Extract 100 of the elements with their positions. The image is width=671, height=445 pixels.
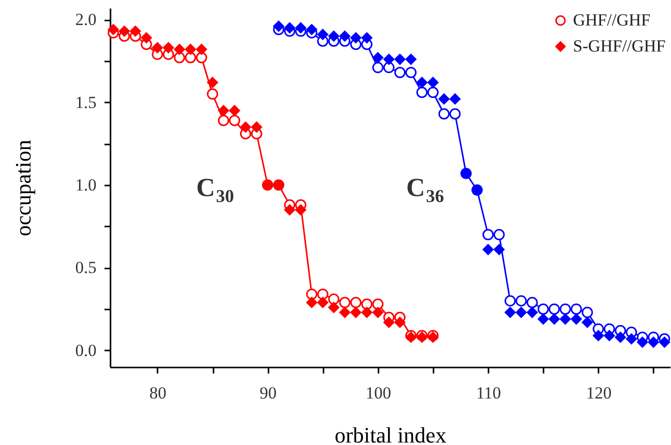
point [207,76,218,88]
point [449,108,461,120]
point [482,244,494,256]
point [548,303,560,315]
point [339,306,350,318]
y-tick-label: 0.0 [75,340,96,360]
point [372,306,384,318]
point [184,44,196,55]
point [614,332,626,343]
point [648,336,659,348]
point [295,22,306,34]
point [416,76,428,88]
point [438,94,450,104]
point [306,296,318,308]
point [372,52,384,64]
point [361,306,372,318]
point [526,296,538,308]
point [516,306,527,318]
point [306,24,318,35]
point [218,114,230,126]
point [405,54,416,65]
point [184,52,196,64]
point [295,204,306,216]
x-axis-title: orbital index [334,422,446,445]
y-tick-label: 1.5 [75,92,96,112]
point [560,314,571,325]
point [394,66,406,78]
y-tick-label: 2.0 [75,10,96,30]
point [317,28,328,40]
x-tick-label: 120 [586,384,612,402]
point [636,336,648,348]
point [394,316,406,328]
point [218,105,230,116]
point [108,24,119,35]
point [328,294,340,305]
point [658,336,670,348]
point [228,114,240,126]
point [438,108,450,120]
point [383,54,394,65]
point [592,330,604,342]
point [504,306,516,318]
point [174,52,186,64]
point [361,298,372,310]
point [538,303,549,315]
point [130,26,141,37]
y-axis-title: occupation [10,140,36,236]
point [317,296,328,308]
point [328,30,340,42]
point [604,330,615,342]
point [482,229,494,240]
point [570,314,582,325]
point [284,204,296,216]
point [394,54,406,65]
point [427,86,439,98]
point [526,306,538,318]
point [317,288,328,300]
point [174,44,185,55]
point [516,295,527,306]
point [229,105,240,116]
point [582,306,593,318]
point [626,333,637,344]
x-tick-label: 80 [149,384,166,402]
point [328,302,340,313]
point [361,32,372,44]
point [372,62,384,74]
point [428,76,438,88]
point [284,22,296,34]
legend-label: GHF//GHF [573,10,650,30]
x-tick-label: 90 [260,384,277,402]
point [206,88,218,100]
point [196,44,207,55]
point [538,314,549,325]
point [582,316,593,328]
point [548,314,560,325]
point [251,122,262,133]
point [372,298,384,310]
point [350,296,362,308]
point [118,26,130,37]
point [450,94,461,104]
point [339,296,350,308]
x-tick-label: 110 [476,384,502,402]
y-tick-label: 1.0 [75,176,96,195]
point [405,66,417,78]
point [383,62,395,74]
point [416,86,428,98]
point [570,303,582,315]
legend-label: S-GHF//GHF [573,36,666,56]
point [383,316,394,328]
point [273,20,284,32]
point [306,288,318,300]
point [152,42,163,54]
point [240,122,252,133]
point [339,30,350,42]
point [196,52,208,64]
point [494,229,505,240]
point [162,42,174,54]
point [504,295,516,306]
point [350,306,362,318]
point [140,32,152,44]
y-tick-label: 0.5 [75,258,96,278]
